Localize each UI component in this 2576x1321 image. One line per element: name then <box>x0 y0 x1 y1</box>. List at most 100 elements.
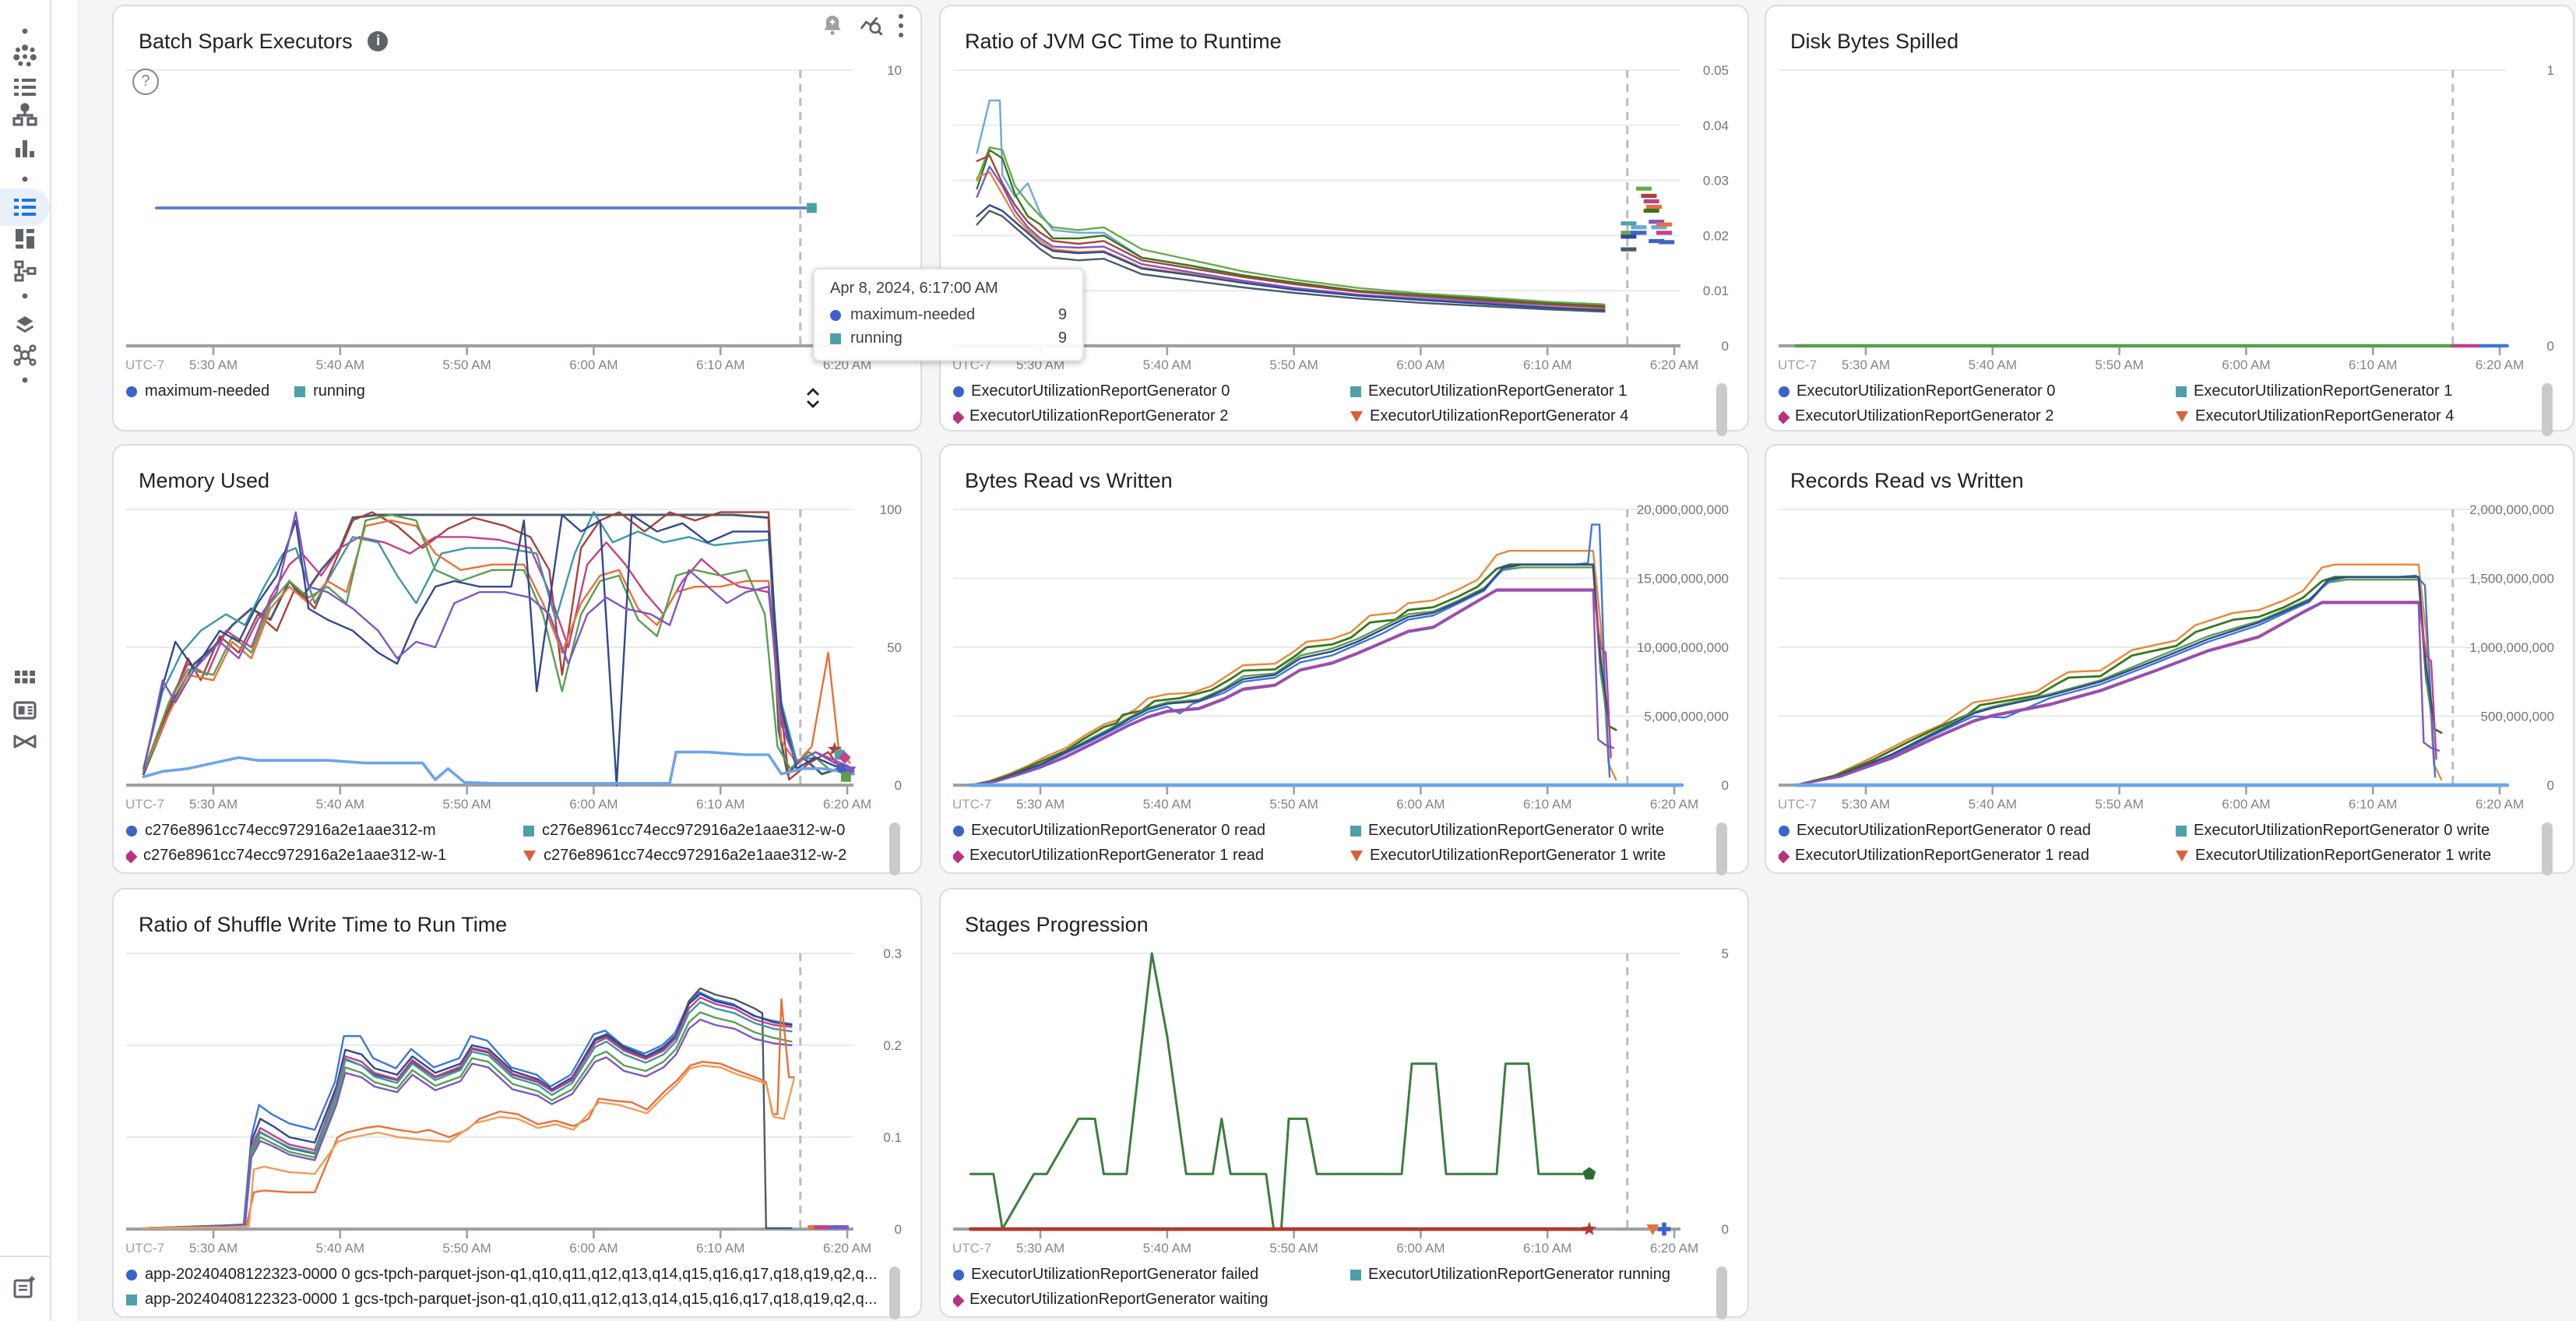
legend-scrollbar[interactable] <box>1716 1266 1726 1319</box>
series-key-square <box>2175 386 2186 397</box>
y-axis-label: 20,000,000,000 <box>1636 502 1728 517</box>
legend-scrollbar[interactable] <box>889 823 900 875</box>
legend-item[interactable]: ExecutorUtilizationReportGenerator 0 wri… <box>1350 823 1734 840</box>
chart-bytes-read-vs-written[interactable]: 20,000,000,000 15,000,000,000 10,000,000,0… <box>940 502 1747 816</box>
legend-item[interactable]: ExecutorUtilizationReportGenerator 0 rea… <box>1778 823 2175 840</box>
legend-item[interactable]: app-20240408122323-0000 0 gcs-tpch-parqu… <box>126 1266 908 1284</box>
compose-icon <box>13 1276 35 1298</box>
legend-item[interactable]: maximum-needed <box>126 383 269 400</box>
explore-data-icon[interactable] <box>858 12 885 39</box>
sidebar-item-dot[interactable] <box>0 160 50 198</box>
data-point-marker-dash <box>1620 221 1636 226</box>
legend-item[interactable]: ExecutorUtilizationReportGenerator 1 rea… <box>1778 847 2175 865</box>
sidebar-item-bar-chart[interactable] <box>0 129 50 167</box>
legend-item[interactable]: app-20240408122323-0000 1 gcs-tpch-parqu… <box>126 1291 908 1309</box>
legend-item[interactable]: ExecutorUtilizationReportGenerator 4 <box>1350 408 1734 425</box>
sidebar-item-list[interactable] <box>0 188 50 226</box>
sidebar-item-compose[interactable] <box>0 1268 50 1305</box>
sidebar-item-dot[interactable] <box>0 277 50 315</box>
panel-records-read-vs-written: Records Read vs Written 2,000,000,000 1,50… <box>1764 444 2574 875</box>
sidebar-item-flow[interactable] <box>0 252 50 290</box>
x-axis-label: 6:20 AM <box>2475 358 2523 372</box>
y-axis-label: 0.03 <box>1702 174 1728 188</box>
legend-scrollbar[interactable] <box>2541 383 2552 436</box>
legend-item[interactable]: c276e8961cc74ecc972916a2e1aae312-w-0 <box>523 823 908 840</box>
legend-scrollbar[interactable] <box>2541 823 2552 875</box>
legend-item[interactable]: ExecutorUtilizationReportGenerator 1 <box>1350 383 1734 400</box>
chart-memory-used[interactable]: 100 50 0 UTC-7 5:30 AM 5:40 AM 5:50 AM 6:00 AM 6… <box>114 502 920 816</box>
legend-item[interactable]: running <box>294 383 365 400</box>
x-axis-label: 5:30 AM <box>189 1241 238 1256</box>
legend-item[interactable]: c276e8961cc74ecc972916a2e1aae312-w-1 <box>126 847 523 865</box>
sidebar-item-tree[interactable] <box>0 97 50 134</box>
add-alert-icon[interactable] <box>819 12 846 39</box>
sidebar-item-bowtie[interactable] <box>0 723 50 760</box>
chart-records-read-vs-written[interactable]: 2,000,000,000 1,500,000,000 1,000,000,000 5… <box>1765 502 2572 816</box>
legend-scrollbar[interactable] <box>1716 823 1726 875</box>
chart-batch-spark-executors[interactable]: 108UTC-75:30 AM5:40 AM5:50 AM6:00 AM6:10… <box>114 62 920 377</box>
chart-ratio-of-shuffle-write-time-to-run-time[interactable]: 0.3 0.2 0.1 0 UTC-7 5:30 AM 5:40 AM 5:50 AM 6:00… <box>114 946 920 1260</box>
sidebar-item-dot[interactable] <box>0 361 50 399</box>
legend-item[interactable]: ExecutorUtilizationReportGenerator 4 <box>2175 408 2560 425</box>
legend-item[interactable]: ExecutorUtilizationReportGenerator 0 wri… <box>2175 823 2560 840</box>
x-axis-label: 5:40 AM <box>316 1241 364 1256</box>
x-axis-label: 5:30 AM <box>189 797 238 812</box>
panel-header: Stages Progression <box>940 889 1747 946</box>
legend-label: ExecutorUtilizationReportGenerator 4 <box>1370 408 1629 425</box>
y-axis-label: 0 <box>895 778 902 793</box>
sidebar-item-dashboard[interactable] <box>0 220 50 257</box>
info-icon[interactable]: i <box>368 30 389 51</box>
x-axis-label: 6:10 AM <box>1522 1241 1571 1256</box>
expand-legend-chevron-icon[interactable] <box>805 386 821 414</box>
sidebar-item-list[interactable] <box>0 69 50 106</box>
legend-scrollbar[interactable] <box>1716 383 1726 436</box>
x-axis-label: 6:20 AM <box>1649 797 1698 812</box>
legend-label: ExecutorUtilizationReportGenerator 2 <box>970 408 1229 425</box>
legend-label: ExecutorUtilizationReportGenerator 1 wri… <box>1370 847 1666 865</box>
series-key-circle <box>126 386 137 397</box>
sidebar-item-card[interactable] <box>0 692 50 729</box>
legend-item[interactable]: ExecutorUtilizationReportGenerator 2 <box>952 408 1350 425</box>
legend-item[interactable]: ExecutorUtilizationReportGenerator 0 <box>952 383 1350 400</box>
x-axis-label: 6:10 AM <box>696 358 744 372</box>
legend-item[interactable]: ExecutorUtilizationReportGenerator 2 <box>1778 408 2175 425</box>
sidebar-item-network[interactable] <box>0 336 50 374</box>
legend-item[interactable]: ExecutorUtilizationReportGenerator waiti… <box>952 1291 1350 1309</box>
legend-label: ExecutorUtilizationReportGenerator 4 <box>2195 408 2455 425</box>
legend-label: ExecutorUtilizationReportGenerator 1 rea… <box>970 847 1264 865</box>
grid-icon <box>15 671 35 684</box>
series-line <box>143 998 795 1229</box>
chart-stages-progression[interactable]: 5 0 UTC-7 5:30 AM 5:40 AM 5:50 AM 6:00 AM 6:10 … <box>940 946 1747 1260</box>
series-line <box>143 1011 793 1229</box>
sidebar-item-cluster[interactable] <box>0 37 50 75</box>
legend-label: ExecutorUtilizationReportGenerator runni… <box>1368 1266 1670 1284</box>
x-axis-label: 6:10 AM <box>1522 358 1571 372</box>
help-icon[interactable]: ? <box>132 69 159 95</box>
series-line <box>975 204 1605 312</box>
panel-header: Ratio of JVM GC Time to Runtime <box>940 6 1747 62</box>
sidebar-item-layers[interactable] <box>0 305 50 343</box>
legend-item[interactable]: ExecutorUtilizationReportGenerator 1 wri… <box>1350 847 1734 865</box>
series-line <box>975 99 1605 309</box>
panel-stages-progression: Stages Progression 5 0 UTC-7 5:30 AM 5:40 AM 5… <box>938 888 1748 1319</box>
x-axis-label: 5:40 AM <box>1968 797 2016 812</box>
legend-item[interactable]: ExecutorUtilizationReportGenerator 0 rea… <box>952 823 1350 840</box>
legend-scrollbar[interactable] <box>889 1266 900 1319</box>
legend-item[interactable]: ExecutorUtilizationReportGenerator 1 rea… <box>952 847 1350 865</box>
legend-item[interactable]: ExecutorUtilizationReportGenerator runni… <box>1350 1266 1734 1284</box>
y-axis-label: 500,000,000 <box>2479 710 2553 724</box>
series-key-circle <box>126 1270 137 1280</box>
legend-item[interactable]: c276e8961cc74ecc972916a2e1aae312-w-2 <box>523 847 908 865</box>
legend-item[interactable]: ExecutorUtilizationReportGenerator faile… <box>952 1266 1350 1284</box>
legend-item[interactable]: ExecutorUtilizationReportGenerator 1 <box>2175 383 2560 400</box>
sidebar-item-dot[interactable] <box>0 12 50 50</box>
legend-item[interactable]: ExecutorUtilizationReportGenerator 1 wri… <box>2175 847 2560 865</box>
data-point-marker-dash <box>1658 240 1674 245</box>
legend-label: ExecutorUtilizationReportGenerator 0 rea… <box>971 823 1265 840</box>
chart-disk-bytes-spilled[interactable]: 1 0 UTC-7 5:30 AM 5:40 AM 5:50 AM 6:00 AM 6:10 … <box>1765 62 2572 377</box>
sidebar-item-grid[interactable] <box>0 662 50 699</box>
more-options-icon[interactable] <box>897 12 905 39</box>
legend-label: ExecutorUtilizationReportGenerator 2 <box>1795 408 2054 425</box>
legend-item[interactable]: c276e8961cc74ecc972916a2e1aae312-m <box>126 823 523 840</box>
legend-item[interactable]: ExecutorUtilizationReportGenerator 0 <box>1778 383 2175 400</box>
